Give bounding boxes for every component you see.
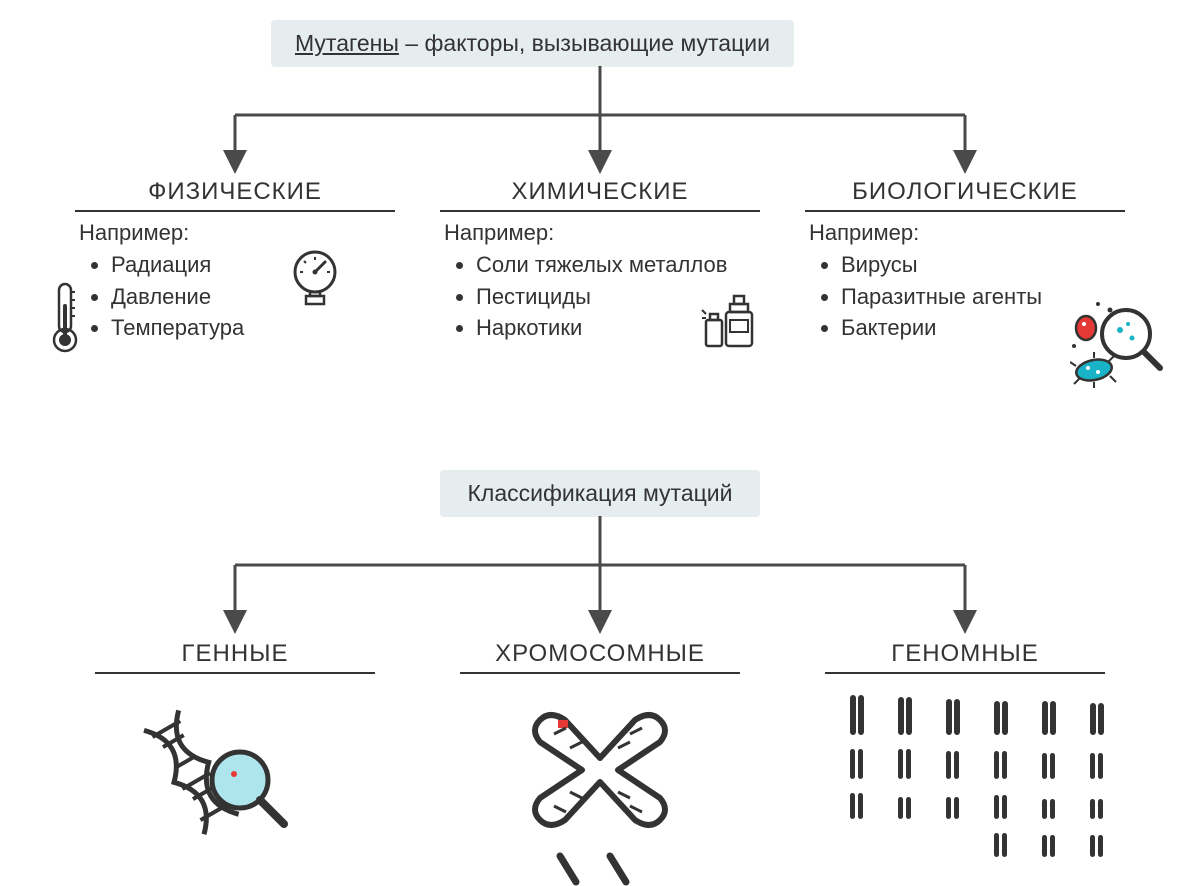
mut-col-genome-title: ГЕНОМНЫЕ: [825, 640, 1105, 674]
partial-cut-icon: [540, 850, 660, 886]
dna-magnifier-icon: [130, 690, 300, 840]
karyotype-icon: [850, 695, 1140, 875]
chromosome-x-icon: [510, 700, 690, 830]
mut-col-chrom-title: ХРОМОСОМНЫЕ: [460, 640, 740, 674]
mut-col-gene-title: ГЕННЫЕ: [95, 640, 375, 674]
